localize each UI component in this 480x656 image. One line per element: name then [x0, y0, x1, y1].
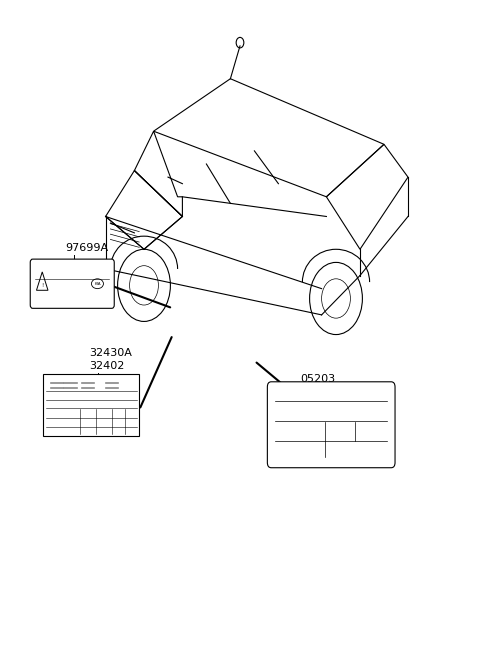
FancyBboxPatch shape: [30, 259, 114, 308]
Text: 32430A: 32430A: [89, 348, 132, 358]
Text: !: !: [41, 283, 43, 287]
Text: 32402: 32402: [89, 361, 124, 371]
FancyBboxPatch shape: [267, 382, 395, 468]
FancyBboxPatch shape: [43, 374, 139, 436]
Text: 05203: 05203: [300, 374, 335, 384]
Text: 97699A: 97699A: [65, 243, 108, 253]
Text: KIA: KIA: [94, 281, 101, 286]
